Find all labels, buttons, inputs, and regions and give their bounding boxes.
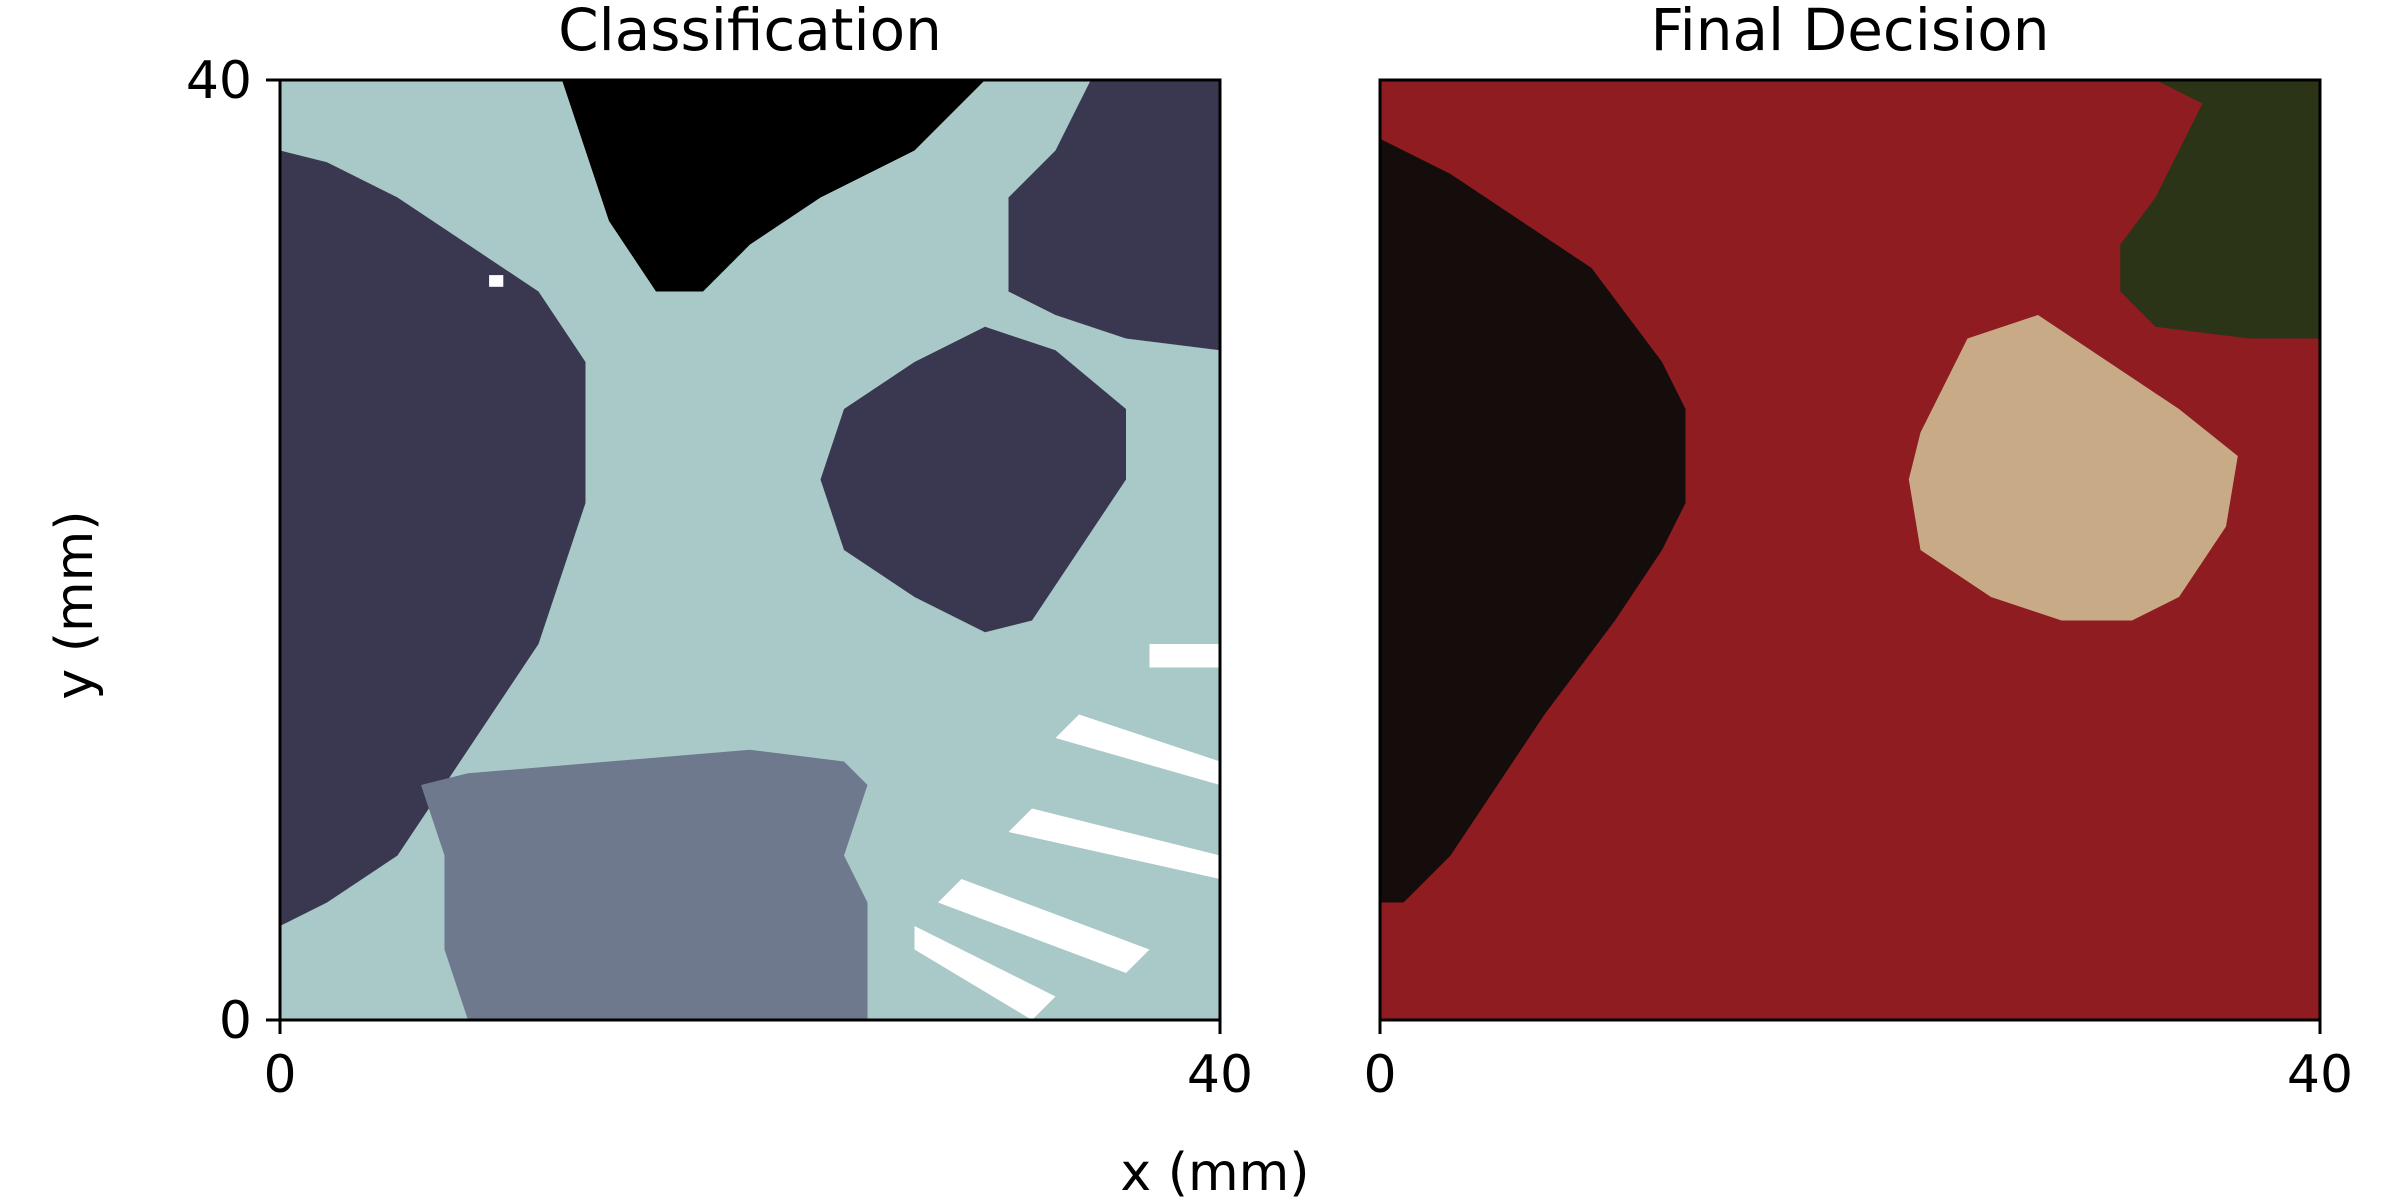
final-decision-region-tan-object-2	[1908, 315, 2238, 621]
final-decision-panel: Final Decision 0 40	[1363, 0, 2353, 1105]
x-axis-label: x (mm)	[1120, 1143, 1309, 1200]
classification-region-white-class-8	[938, 879, 1150, 973]
classification-region-white-class-9	[914, 926, 1056, 1020]
classification-title: Classification	[558, 0, 942, 64]
final-decision-plot-area	[1380, 80, 2320, 1020]
classification-plot-area	[280, 80, 1220, 1020]
classification-x-tick-label-0: 0	[263, 1045, 296, 1105]
classification-region-white-class-7	[1008, 808, 1220, 879]
final-decision-x-tick-label-40: 40	[2287, 1045, 2353, 1105]
classification-region-black-class-1	[562, 80, 985, 292]
final-decision-region-green-object-1	[2120, 80, 2320, 339]
final-decision-frame	[1378, 78, 2322, 1022]
final-decision-region-black-object-0	[1380, 138, 1686, 903]
y-axis-label: y (mm)	[45, 510, 105, 699]
final-decision-title: Final Decision	[1650, 0, 2049, 64]
classification-y-tick-label-0: 0	[219, 991, 252, 1051]
classification-region-dark-class-2	[1008, 80, 1220, 351]
classification-x-tick-label-40: 40	[1187, 1045, 1253, 1105]
classification-region-dark-class-3	[820, 326, 1126, 633]
classification-y-tick-label-40: 40	[186, 51, 252, 111]
classification-region-dark-class-0	[280, 150, 586, 926]
classification-region-slate-class-4	[421, 749, 868, 1020]
classification-panel: Classification 0 40 0 40	[186, 0, 1253, 1105]
classification-region-white-class-6	[1055, 714, 1220, 785]
classification-frame	[278, 78, 1222, 1022]
final-decision-x-tick-label-0: 0	[1363, 1045, 1396, 1105]
classification-region-white-class-10	[489, 275, 504, 287]
classification-region-white-class-5	[1149, 644, 1220, 668]
